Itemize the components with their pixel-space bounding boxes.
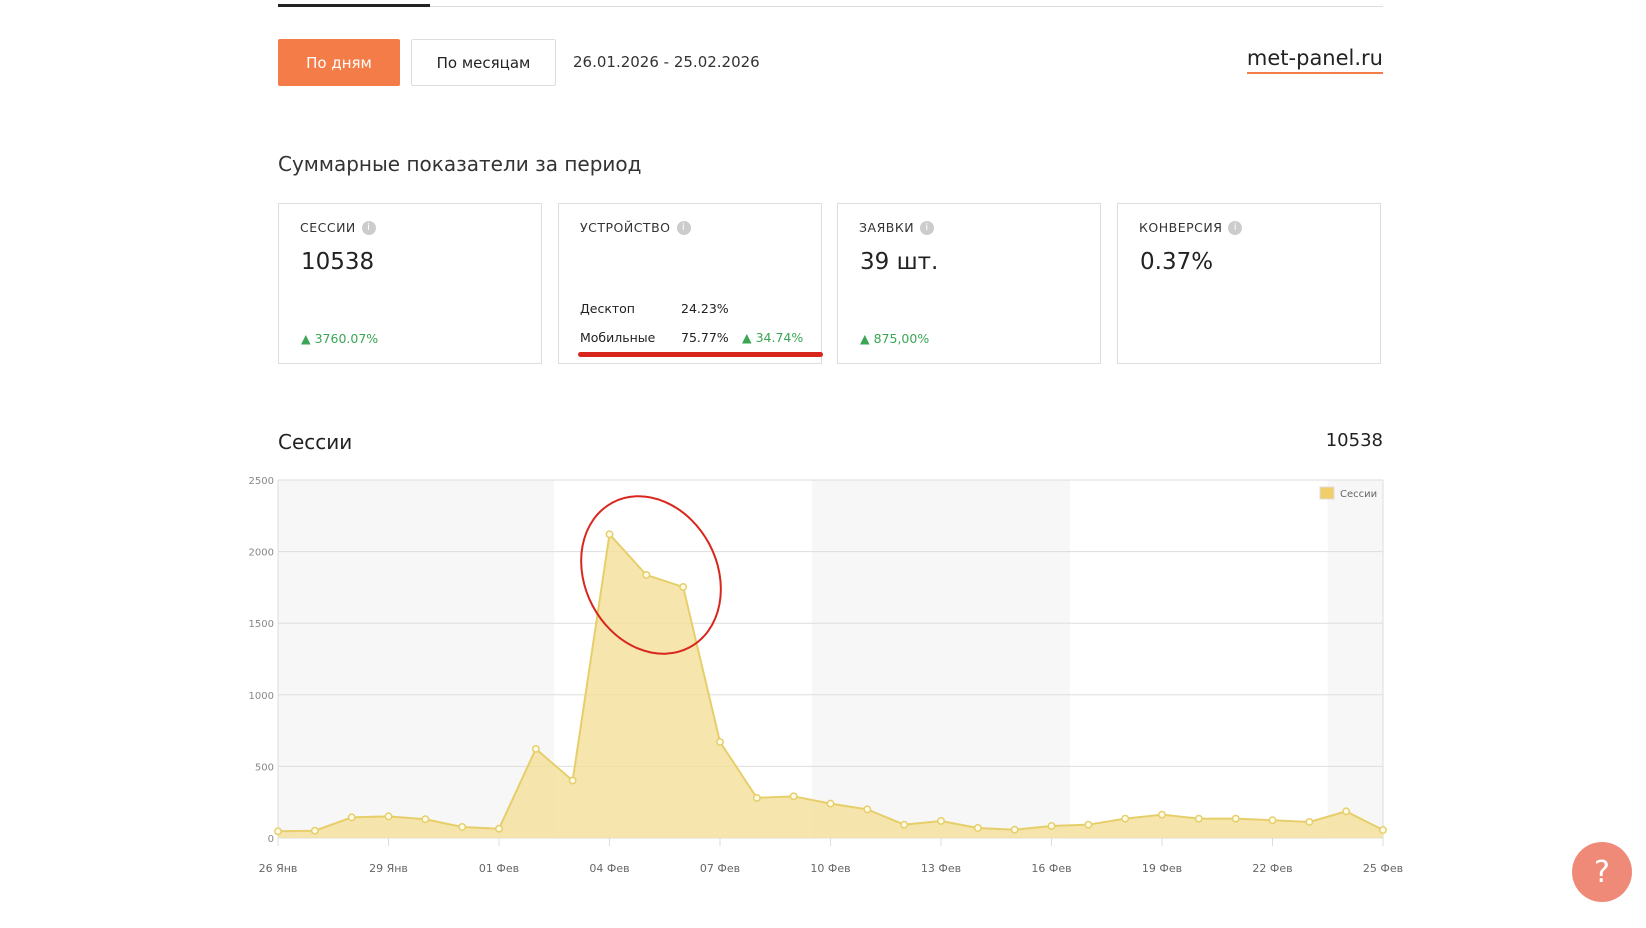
x-tick-label: 19 Фев [1142, 862, 1182, 875]
sessions-card: СЕССИИ i 10538 ▲ 3760.07% [278, 203, 542, 364]
data-point [1158, 810, 1166, 819]
data-point [1010, 825, 1019, 834]
data-point [937, 817, 945, 825]
data-point [716, 737, 724, 746]
x-tick-label: 22 Фев [1252, 862, 1292, 875]
leads-delta: ▲ 875,00% [860, 331, 930, 346]
sessions-delta: ▲ 3760.07% [301, 331, 379, 346]
data-point [1084, 820, 1093, 829]
mobile-delta: ▲ 34.74% [742, 330, 804, 345]
background-band [1327, 480, 1383, 838]
legend-label: Сессии [1340, 489, 1377, 500]
data-point [568, 776, 577, 785]
y-tick-label: 500 [255, 762, 274, 773]
info-icon[interactable]: i [361, 220, 376, 235]
y-tick-label: 1000 [249, 691, 274, 702]
info-icon[interactable]: i [676, 220, 691, 235]
desktop-label: Десктоп [580, 301, 635, 316]
data-point [752, 793, 761, 802]
background-band [812, 480, 1070, 838]
conversion-value: 0.37% [1140, 249, 1214, 275]
data-point [679, 583, 688, 591]
leads-value: 39 шт. [860, 249, 939, 275]
data-point [642, 570, 651, 579]
data-point [1047, 822, 1056, 830]
mobile-label: Мобильные [580, 330, 656, 345]
data-point [531, 744, 540, 753]
data-point [789, 792, 798, 801]
y-tick-label: 1500 [249, 619, 274, 630]
x-tick-label: 16 Фев [1031, 862, 1071, 875]
data-point [973, 824, 982, 832]
question-icon: ? [1594, 854, 1610, 890]
chart-title: Сессии [278, 430, 353, 454]
info-icon[interactable]: i [1228, 220, 1243, 235]
tab-underline [278, 6, 1383, 7]
data-point [1231, 814, 1240, 823]
x-tick-label: 29 Янв [369, 862, 408, 875]
data-point [1305, 818, 1314, 826]
sessions-value: 10538 [301, 249, 375, 275]
x-tick-label: 01 Фев [479, 862, 519, 875]
conversion-label: КОНВЕРСИЯ [1139, 220, 1223, 235]
y-tick-label: 2500 [249, 476, 274, 487]
summary-title: Суммарные показатели за период [278, 152, 642, 176]
data-point [421, 815, 430, 824]
conversion-card: КОНВЕРСИЯ i 0.37% [1117, 203, 1381, 364]
x-tick-label: 13 Фев [921, 862, 961, 875]
data-point [1379, 826, 1387, 834]
data-point [310, 826, 319, 835]
leads-label: ЗАЯВКИ [859, 220, 915, 235]
mobile-value: 75.77% [681, 330, 729, 345]
data-point [347, 813, 356, 822]
by-days-button[interactable]: По дням [278, 39, 400, 86]
chart-total: 10538 [1325, 430, 1383, 451]
annotation-underline [578, 352, 823, 357]
y-tick-label: 2000 [249, 548, 274, 559]
by-months-button[interactable]: По месяцам [411, 39, 556, 86]
data-point [863, 805, 872, 814]
arrow-up-icon: ▲ [742, 330, 756, 345]
data-point [1342, 807, 1351, 816]
annotation-circle [580, 495, 722, 655]
date-range[interactable]: 26.01.2026 - 25.02.2026 [573, 53, 760, 71]
data-point [495, 824, 503, 833]
info-icon[interactable]: i [920, 220, 935, 235]
data-point [900, 820, 909, 829]
leads-card: ЗАЯВКИ i 39 шт. ▲ 875,00% [837, 203, 1101, 364]
data-point [1268, 816, 1277, 825]
device-label: УСТРОЙСТВО [580, 220, 671, 235]
sessions-label: СЕССИИ [300, 220, 356, 235]
arrow-up-icon: ▲ [301, 331, 315, 346]
data-point [826, 799, 835, 808]
active-tab-indicator [278, 4, 430, 7]
desktop-value: 24.23% [681, 301, 729, 316]
legend-swatch [1319, 486, 1335, 500]
help-button[interactable]: ? [1572, 842, 1632, 902]
arrow-up-icon: ▲ [860, 331, 874, 346]
site-link[interactable]: met-panel.ru [1246, 46, 1383, 74]
x-tick-label: 25 Фев [1363, 862, 1403, 875]
data-point [605, 530, 614, 539]
data-point [458, 823, 467, 831]
data-point [274, 827, 282, 836]
data-point [1194, 814, 1203, 823]
background-band [278, 480, 555, 838]
x-tick-label: 04 Фев [589, 862, 629, 875]
x-tick-label: 07 Фев [700, 862, 740, 875]
data-point [1121, 814, 1130, 823]
y-tick-label: 0 [268, 834, 274, 845]
x-tick-label: 10 Фев [810, 862, 850, 875]
x-tick-label: 26 Янв [259, 862, 298, 875]
device-card: УСТРОЙСТВО i Десктоп 24.23% Мобильные 75.… [558, 203, 822, 364]
data-point [384, 812, 393, 821]
